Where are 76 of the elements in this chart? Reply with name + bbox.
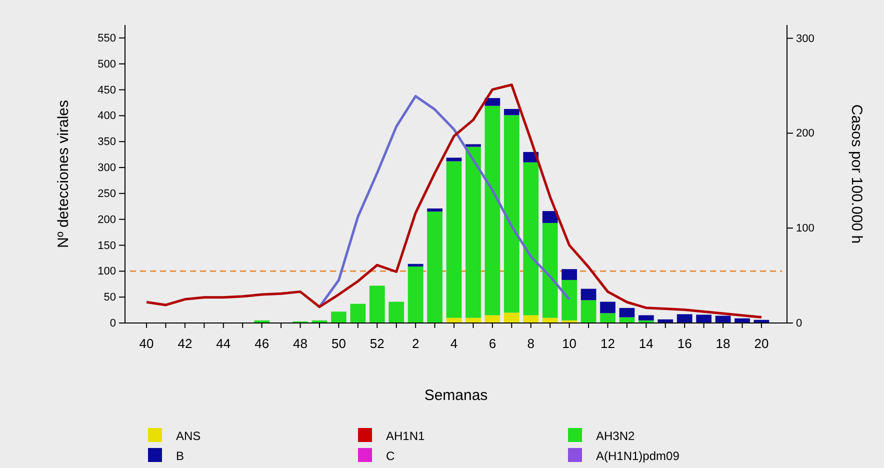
y-tick-label: 550	[98, 32, 116, 44]
bar	[504, 312, 520, 323]
bar	[580, 288, 596, 300]
bar	[369, 286, 385, 323]
bar	[388, 302, 404, 323]
line-series	[145, 84, 763, 319]
x-tick-label: 6	[488, 336, 496, 351]
x-tick-label: 8	[527, 336, 534, 351]
y-axis-title: Nº detecciones virales	[55, 100, 72, 248]
y-tick-label: 300	[98, 162, 116, 174]
bar	[542, 222, 558, 318]
x-tick-label: 18	[716, 336, 730, 351]
y-tick-label: 200	[98, 214, 116, 226]
bar	[600, 313, 616, 323]
bar	[484, 315, 500, 323]
legend-label: A(H1N1)pdm09	[596, 449, 680, 463]
y-tick-label: 500	[98, 58, 116, 70]
x-tick-label: 46	[254, 336, 270, 351]
y2-tick-label: 100	[796, 222, 814, 235]
x-tick-label: 42	[178, 336, 192, 351]
bar	[446, 158, 462, 162]
bar	[676, 314, 692, 323]
x-tick-label: 10	[562, 336, 577, 351]
bar	[484, 106, 500, 316]
bar	[523, 315, 539, 323]
x-tick-label: 40	[139, 336, 154, 351]
bar	[504, 115, 520, 313]
x-tick-label: 16	[677, 336, 692, 351]
x-tick-label: 48	[293, 336, 308, 351]
x-tick-label: 20	[754, 336, 769, 351]
bar	[715, 316, 731, 323]
y2-tick-label: 0	[796, 318, 802, 330]
legend-label: AH1N1	[386, 429, 426, 443]
bar	[600, 302, 616, 314]
bar	[580, 300, 596, 323]
x-tick-label: 4	[450, 336, 458, 351]
x-tick-label: 12	[600, 336, 615, 351]
bar	[466, 144, 481, 147]
y-tick-label: 100	[98, 266, 116, 278]
bar	[542, 211, 558, 223]
y2-tick-label: 200	[796, 128, 814, 140]
bar	[408, 264, 424, 267]
bar	[427, 212, 442, 323]
bar	[427, 208, 442, 212]
bar	[619, 308, 635, 318]
bar	[523, 162, 539, 316]
x-tick-label: 44	[216, 336, 231, 351]
bar	[562, 269, 577, 280]
y-tick-label: 450	[98, 84, 116, 96]
y-tick-label: 50	[104, 292, 116, 304]
legend-label: ANS	[176, 429, 201, 443]
bar	[696, 314, 712, 323]
x-tick-label: 50	[331, 336, 346, 351]
bar	[350, 304, 366, 323]
legend-label: B	[176, 449, 184, 463]
bar	[562, 280, 577, 320]
bar	[331, 312, 346, 323]
legend-label: AH3N2	[596, 429, 636, 443]
bar	[466, 146, 481, 318]
x-tick-label: 2	[412, 336, 420, 351]
bar	[408, 266, 424, 323]
y2-tick-label: 300	[796, 32, 814, 45]
x-tick-label: 14	[638, 336, 654, 351]
y-tick-label: 350	[98, 136, 116, 148]
bar	[638, 315, 654, 320]
bar	[446, 161, 462, 318]
y-tick-label: 150	[98, 240, 116, 252]
x-axis-title: Semanas	[424, 387, 488, 404]
bar	[504, 108, 520, 116]
y-tick-label: 400	[98, 110, 116, 122]
x-tick-label: 52	[370, 336, 384, 351]
bar	[484, 98, 500, 106]
y-tick-label: 0	[110, 318, 116, 330]
y-tick-label: 250	[98, 188, 116, 200]
y2-axis-title: Casos por 100.000 h	[848, 104, 865, 244]
legend-label: C	[386, 449, 395, 463]
